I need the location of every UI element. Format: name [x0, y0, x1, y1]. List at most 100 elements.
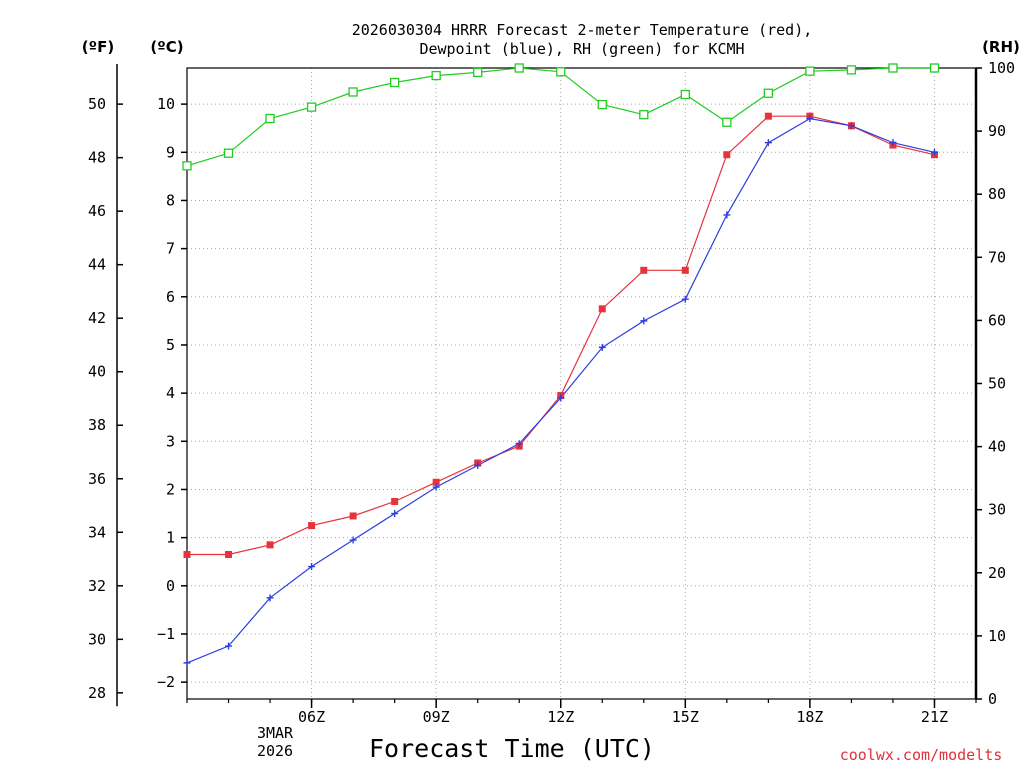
date-label-year: 2026 [257, 742, 293, 760]
celsius-tick-label: 4 [166, 384, 175, 402]
rh-tick-label: 20 [988, 564, 1006, 582]
temperature-point [723, 151, 731, 159]
rh-point [929, 63, 940, 73]
dewpoint-point [225, 642, 233, 650]
celsius-tick-label: 5 [166, 336, 175, 354]
dewpoint-point [723, 211, 731, 219]
rh-point [306, 102, 317, 112]
celsius-unit-label: (ºC) [150, 38, 183, 56]
rh-point [680, 89, 690, 100]
celsius-tick-label: −1 [157, 625, 175, 643]
rh-tick-label: 40 [988, 438, 1006, 456]
fahrenheit-tick-label: 40 [88, 363, 106, 381]
rh-point [431, 70, 441, 81]
celsius-tick-label: 7 [166, 240, 175, 258]
rh-point [473, 67, 483, 78]
dewpoint-point [889, 139, 897, 147]
dewpoint-point [183, 659, 191, 667]
temperature-point [598, 305, 606, 313]
temperature-point [764, 112, 772, 120]
temperature-point [432, 478, 440, 486]
rh-tick-label: 100 [988, 59, 1015, 77]
fahrenheit-tick-label: 30 [88, 630, 106, 648]
temperature-point [349, 512, 357, 520]
rh-point [389, 77, 400, 88]
rh-point [805, 66, 815, 76]
rh-point [846, 65, 857, 75]
chart-series-lines [186, 67, 935, 664]
date-label-day: 3MAR [257, 724, 294, 742]
fahrenheit-tick-label: 38 [88, 416, 106, 434]
temperature-point [266, 541, 274, 549]
fahrenheit-tick-label: 50 [88, 95, 106, 113]
x-axis-title: Forecast Time (UTC) [369, 734, 655, 763]
chart-axes [116, 63, 978, 707]
rh-tick-label: 70 [988, 248, 1006, 266]
celsius-tick-label: 8 [166, 191, 175, 209]
temperature-point [225, 550, 233, 558]
rh-point [182, 161, 192, 171]
celsius-tick-label: 3 [166, 432, 175, 450]
chart-gridlines [187, 68, 976, 699]
rh-tick-label: 0 [988, 690, 997, 708]
x-tick-label: 12Z [547, 708, 574, 726]
rh-point [556, 67, 566, 77]
dewpoint-point [598, 343, 606, 351]
rh-point [722, 117, 732, 127]
rh-point [223, 148, 234, 158]
dewpoint-point [847, 122, 855, 130]
plot-frame [186, 67, 977, 700]
rh-tick-label: 60 [988, 311, 1006, 329]
fahrenheit-tick-label: 44 [88, 256, 106, 274]
x-tick-label: 06Z [298, 708, 325, 726]
rh-point [888, 63, 898, 73]
dewpoint-point [681, 295, 689, 303]
chart-tick-marks [117, 67, 982, 708]
fahrenheit-unit-label: (ºF) [82, 38, 114, 56]
dewpoint-point [474, 461, 482, 469]
source-credit: coolwx.com/modelts [840, 746, 1003, 764]
dewpoint-point [349, 536, 357, 544]
rh-tick-label: 10 [988, 627, 1006, 645]
rh-point [265, 113, 275, 124]
rh-point [639, 110, 649, 120]
celsius-tick-label: 9 [166, 143, 175, 161]
celsius-tick-label: 10 [157, 95, 175, 113]
fahrenheit-tick-label: 48 [88, 149, 106, 167]
rh-unit-label: (RH) [982, 38, 1020, 56]
dewpoint-point [391, 510, 399, 518]
rh-point [597, 99, 607, 110]
dewpoint-point [806, 115, 814, 123]
temperature-point [183, 550, 191, 558]
rh-tick-label: 30 [988, 501, 1006, 519]
dewpoint-point [764, 139, 772, 147]
celsius-tick-label: 6 [166, 288, 175, 306]
fahrenheit-tick-label: 34 [88, 523, 106, 541]
dewpoint-point [266, 594, 274, 602]
dewpoint-point [930, 148, 938, 156]
rh-tick-label: 90 [988, 122, 1006, 140]
rh-tick-label: 50 [988, 375, 1006, 393]
fahrenheit-tick-label: 42 [88, 309, 106, 327]
fahrenheit-tick-label: 32 [88, 577, 106, 595]
chart-series-markers [182, 63, 940, 667]
celsius-tick-label: 2 [166, 480, 175, 498]
chart-title-line1: 2026030304 HRRR Forecast 2-meter Tempera… [352, 21, 813, 39]
temperature-point [391, 498, 399, 506]
celsius-tick-label: 0 [166, 577, 175, 595]
fahrenheit-tick-label: 46 [88, 202, 106, 220]
x-tick-label: 15Z [672, 708, 699, 726]
rh-point [763, 88, 774, 98]
celsius-tick-label: 1 [166, 529, 175, 547]
temperature-point [308, 522, 316, 530]
fahrenheit-tick-label: 36 [88, 470, 106, 488]
x-tick-label: 09Z [423, 708, 450, 726]
temperature-point [681, 266, 689, 274]
dewpoint-point [557, 394, 565, 402]
dewpoint-point [640, 317, 648, 325]
rh-tick-label: 80 [988, 185, 1006, 203]
rh-point [514, 63, 524, 73]
dewpoint-point [432, 483, 440, 491]
dewpoint-point [515, 440, 523, 448]
